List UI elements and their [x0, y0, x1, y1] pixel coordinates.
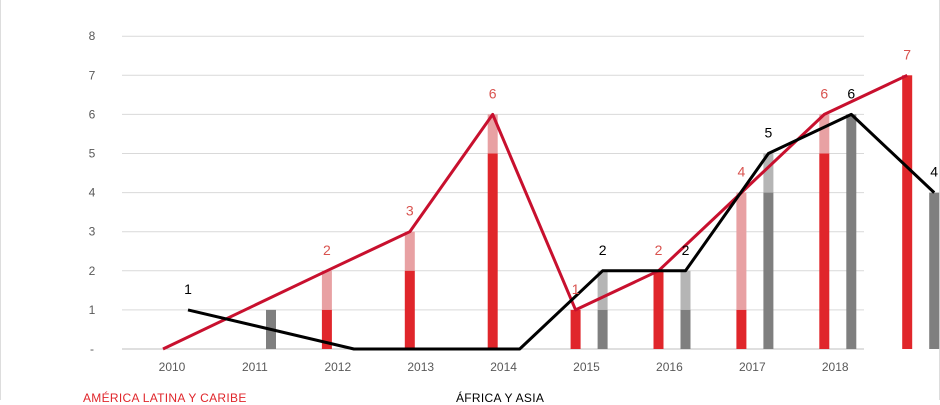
x-tick-label: 2015	[573, 360, 600, 374]
y-tick-label: 7	[89, 68, 96, 82]
data-label-latam: 2	[323, 242, 331, 258]
data-label-latam: 6	[489, 85, 497, 101]
line-latam	[162, 73, 908, 351]
bar-africa-asia	[763, 192, 774, 349]
data-label-africa-asia: 2	[599, 242, 607, 258]
bar-latam-top	[404, 231, 415, 271]
axes: - 1 2 3 4 5 6 7 8 2010 2011 2012 2013 2014 2015 2016 201…	[89, 29, 849, 374]
y-tick-label: 6	[89, 107, 96, 121]
x-tick-label: 2013	[407, 360, 434, 374]
y-tick-label: 8	[89, 29, 96, 43]
y-tick-label: 1	[89, 303, 96, 317]
x-tick-label: 2010	[159, 360, 186, 374]
bar-africa-asia-top	[680, 270, 691, 310]
bar-latam	[404, 270, 415, 349]
y-tick-label: 2	[89, 264, 96, 278]
legend-latam: AMÉRICA LATINA Y CARIBE	[83, 391, 247, 405]
x-tick-label: 2018	[822, 360, 849, 374]
data-label-latam: 4	[738, 164, 746, 180]
bar-latam	[902, 75, 913, 350]
bar-latam	[570, 309, 581, 349]
line-africa-asia	[187, 112, 936, 351]
data-label-latam: 2	[655, 242, 663, 258]
data-label-latam: 3	[406, 203, 414, 219]
bar-latam-top	[736, 192, 747, 310]
legend-africa-asia: ÁFRICA Y ASIA	[456, 391, 545, 405]
data-labels: 1 2 3 6 1 2 2 2 4 5 6 6 7 4	[184, 46, 938, 297]
data-label-africa-asia: 1	[184, 281, 192, 297]
trend-lines	[162, 73, 936, 351]
x-tick-label: 2017	[739, 360, 766, 374]
data-label-africa-asia: 6	[847, 85, 855, 101]
bar-africa-asia	[929, 192, 940, 349]
bar-africa-asia-top	[763, 153, 774, 193]
bar-latam	[819, 153, 830, 349]
bar-latam	[321, 309, 332, 349]
y-tick-label: 4	[89, 186, 96, 200]
bar-africa-asia	[846, 114, 857, 350]
data-label-latam: 1	[572, 281, 580, 297]
data-label-latam: 7	[903, 46, 911, 62]
bar-latam-top	[819, 114, 830, 154]
bar-latam	[487, 153, 498, 349]
x-tick-label: 2012	[324, 360, 351, 374]
y-tick-label: 5	[89, 147, 96, 161]
bar-latam	[653, 270, 664, 349]
bar-africa-asia-top	[597, 270, 608, 310]
x-tick-label: 2011	[242, 360, 268, 374]
bar-latam-top	[321, 270, 332, 310]
bar-africa-asia	[680, 309, 691, 349]
bar-latam	[736, 309, 747, 349]
bars	[266, 75, 940, 350]
x-tick-label: 2016	[656, 360, 683, 374]
data-label-africa-asia: 2	[682, 242, 690, 258]
bar-africa-asia	[597, 309, 608, 349]
y-tick-label: 3	[89, 225, 96, 239]
x-tick-label: 2014	[490, 360, 517, 374]
y-tick-label: -	[90, 342, 94, 356]
data-label-africa-asia: 5	[765, 125, 773, 141]
data-label-africa-asia: 4	[930, 164, 938, 180]
bar-latam-top	[487, 114, 498, 154]
data-label-latam: 6	[820, 85, 828, 101]
